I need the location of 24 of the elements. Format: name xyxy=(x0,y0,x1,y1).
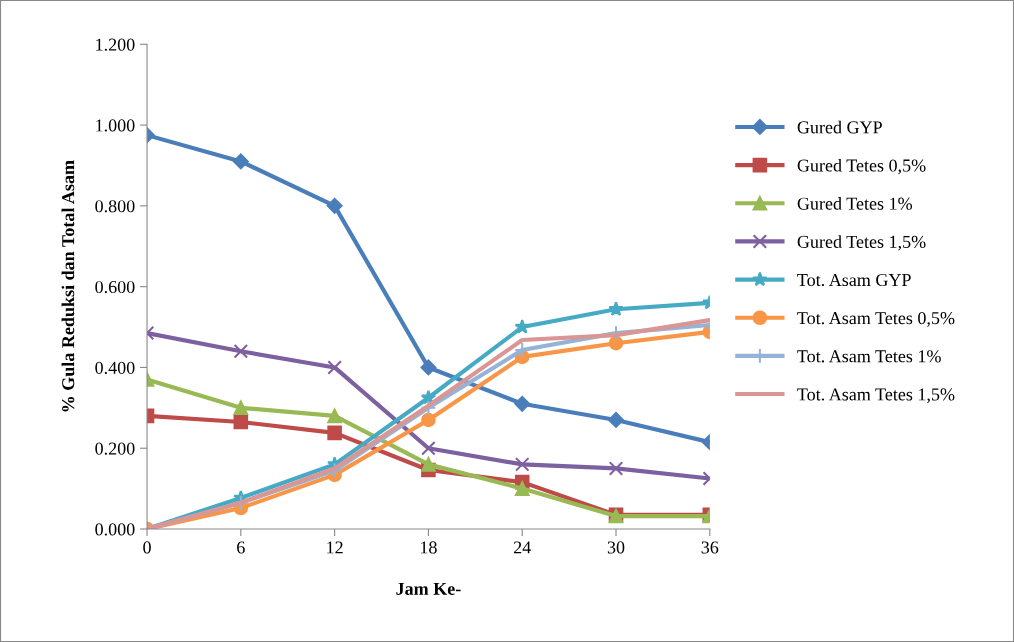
y-tick-label: 1.200 xyxy=(96,38,135,51)
x-tick-label: 24 xyxy=(513,541,531,554)
legend-label: Gured Tetes 1% xyxy=(797,197,913,210)
legend-label: Gured GYP xyxy=(797,120,882,134)
x-tick-label: 18 xyxy=(420,541,437,554)
y-tick-label: 1.000 xyxy=(96,119,135,132)
y-tick-label: 0.400 xyxy=(95,361,135,374)
x-axis-title: Jam Ke- xyxy=(396,582,461,595)
x-tick-label: 6 xyxy=(237,541,245,554)
legend-label: Gured Tetes 1,5% xyxy=(797,235,926,251)
legend-label: Tot. Asam Tetes 0,5% xyxy=(797,312,955,327)
x-tick-label: 0 xyxy=(143,541,151,554)
y-tick-label: 0.200 xyxy=(95,442,135,455)
y-tick-label: 0.000 xyxy=(95,523,135,536)
y-axis-title: % Gula Reduksi dan Total Asam xyxy=(61,160,75,412)
legend-label: Gured Tetes 0,5% xyxy=(797,158,926,175)
legend-label: Tot. Asam Tetes 1,5% xyxy=(797,388,955,404)
x-tick-label: 12 xyxy=(327,541,343,554)
x-tick-label: 30 xyxy=(607,541,625,554)
y-tick-label: 0.800 xyxy=(95,200,135,213)
legend-label: Tot. Asam GYP xyxy=(797,273,911,287)
x-tick-label: 36 xyxy=(701,541,719,554)
legend-label: Tot. Asam Tetes 1% xyxy=(797,350,941,363)
y-tick-label: 0.600 xyxy=(95,280,135,294)
